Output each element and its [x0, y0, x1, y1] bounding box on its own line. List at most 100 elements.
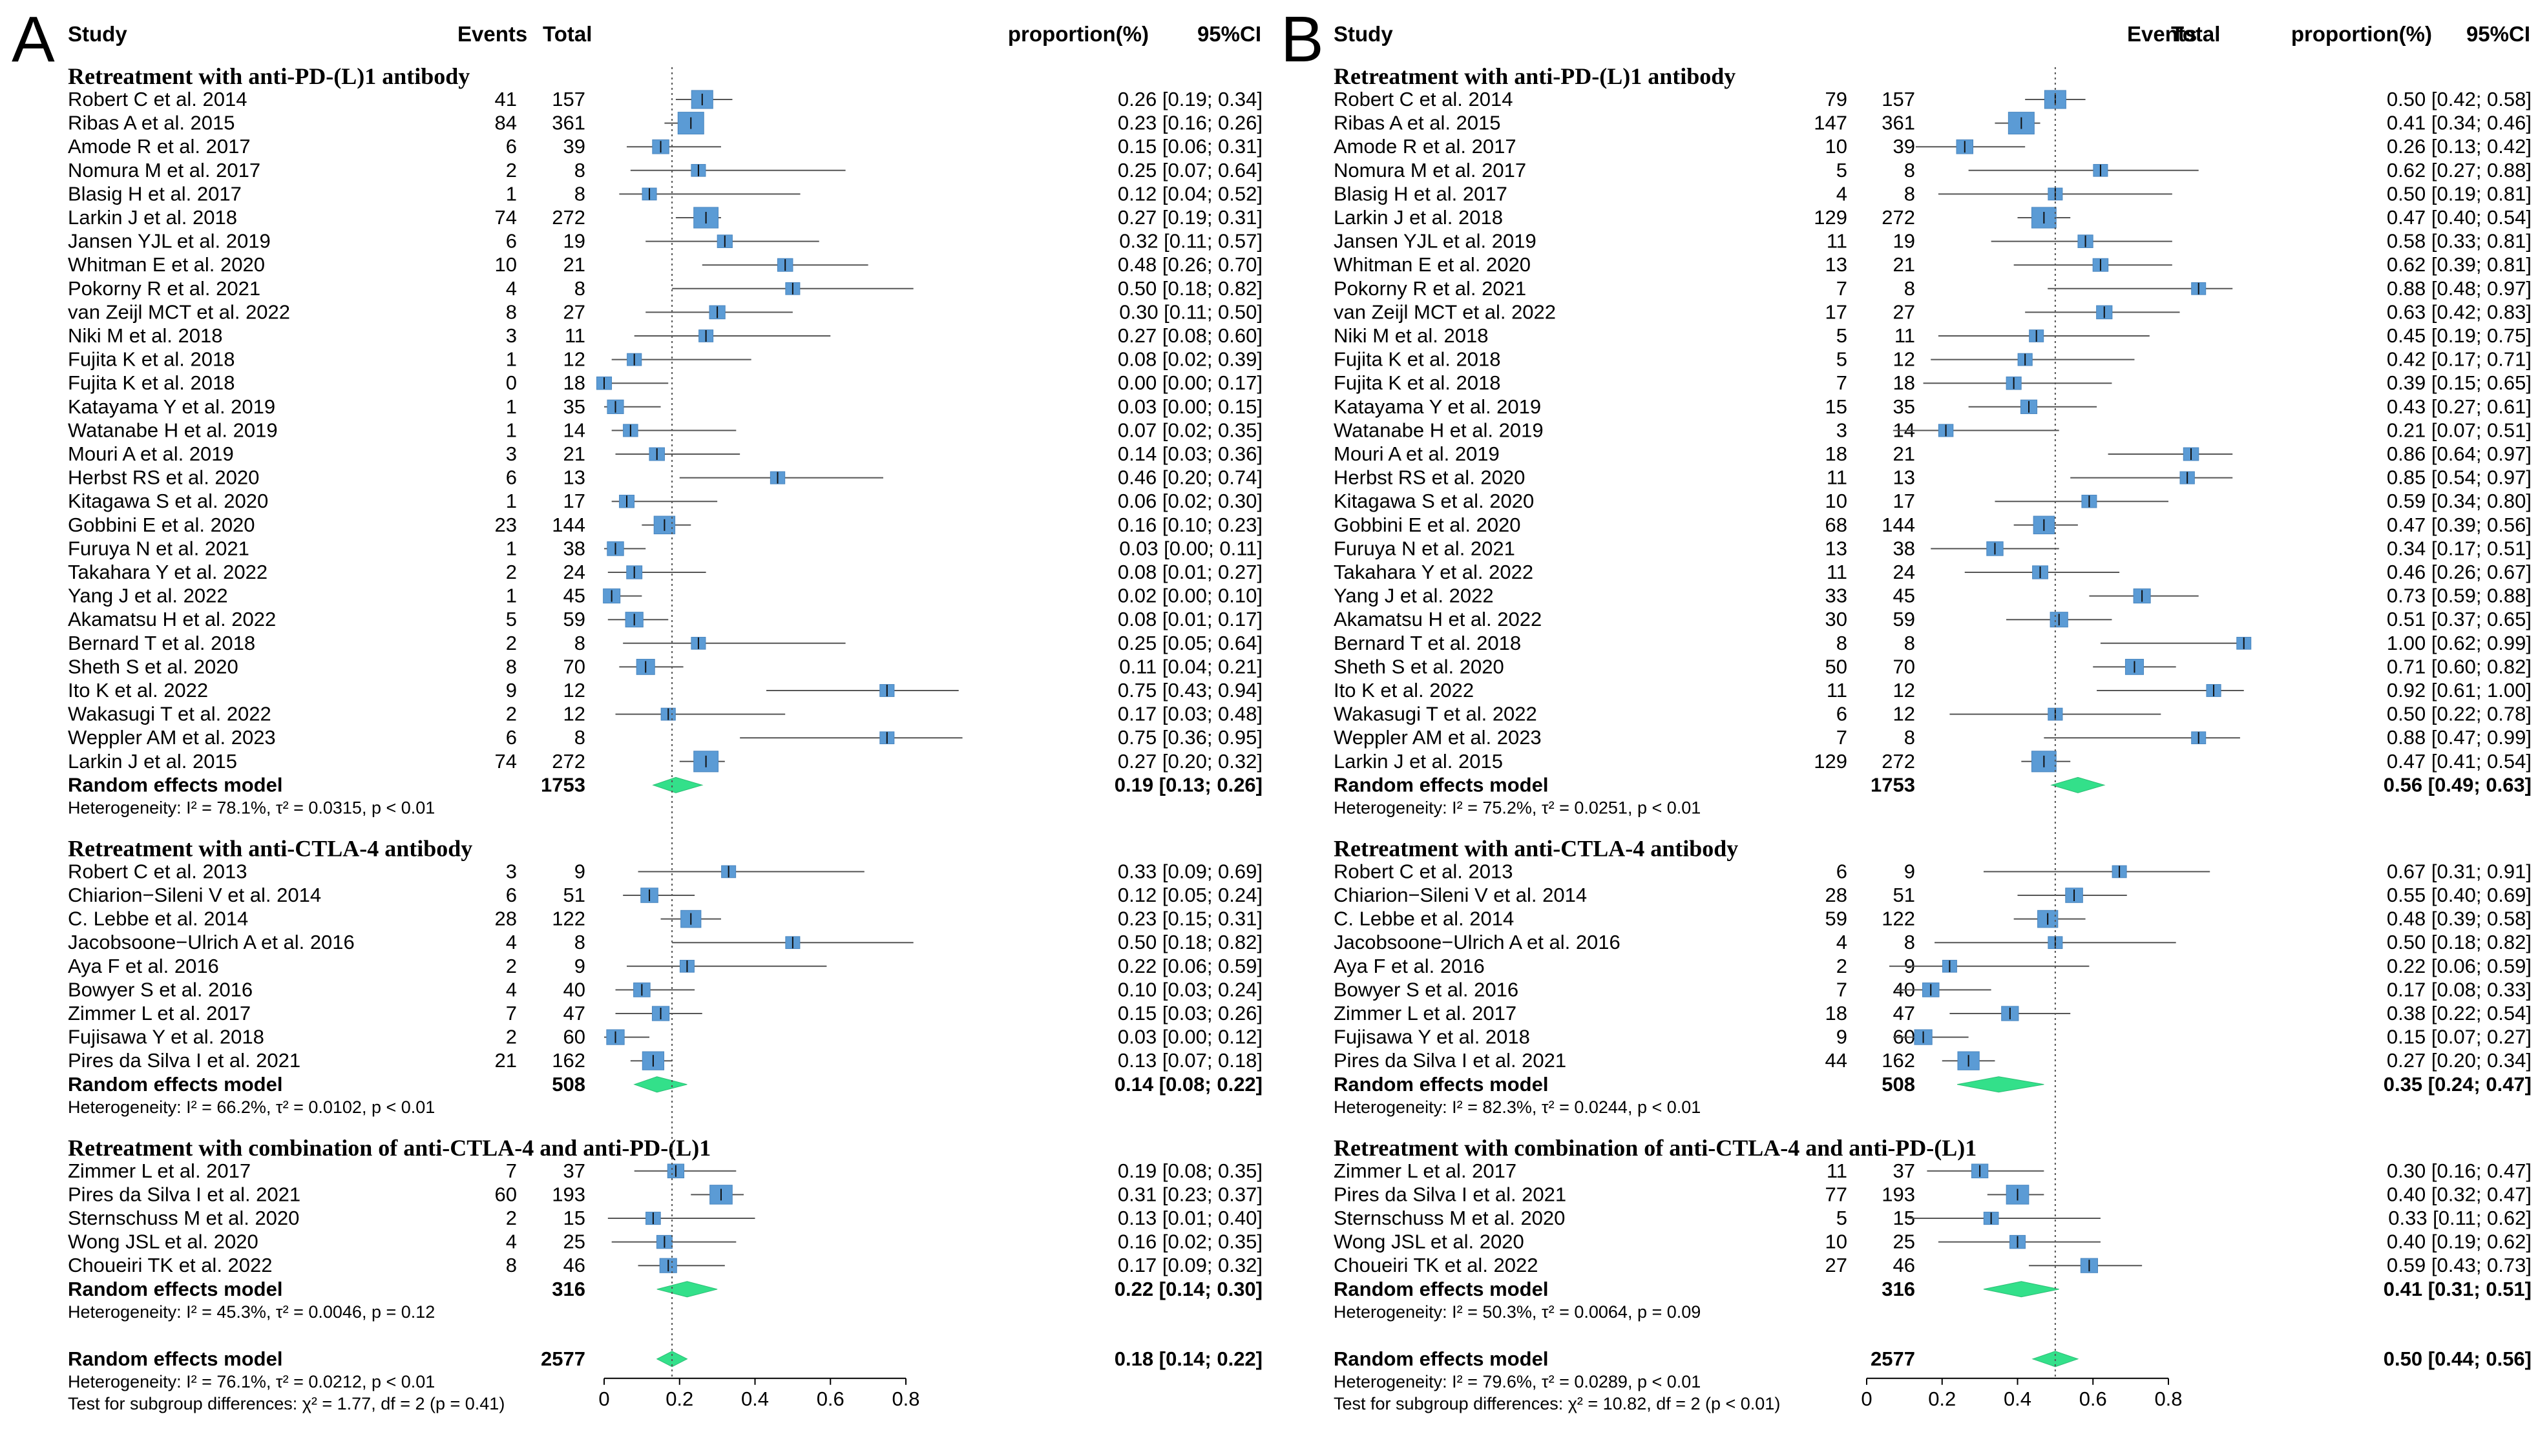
study-ci: 0.27 [0.20; 0.34] [2387, 1049, 2532, 1072]
pooled-total: 508 [552, 1073, 585, 1096]
study-ci: 0.15 [0.07; 0.27] [2387, 1026, 2532, 1048]
study-ci: 0.39 [0.15; 0.65] [2387, 371, 2532, 394]
study-events: 18 [1825, 1002, 1847, 1024]
study-total: 27 [563, 300, 585, 323]
study-total: 59 [1893, 608, 1915, 630]
study-ci: 0.30 [0.11; 0.50] [1119, 300, 1263, 323]
x-tick-label: 0.6 [817, 1388, 844, 1410]
study-name: Takahara Y et al. 2022 [68, 561, 267, 583]
study-ci: 0.43 [0.27; 0.61] [2387, 395, 2532, 418]
study-events: 41 [495, 88, 517, 110]
study-ci: 0.32 [0.11; 0.57] [1119, 230, 1263, 253]
study-name: Blasig H et al. 2017 [68, 182, 242, 205]
header-95ci: 95%CI [2466, 22, 2530, 46]
study-events: 2 [506, 703, 517, 725]
study-total: 60 [563, 1026, 585, 1048]
study-total: 21 [1893, 442, 1915, 465]
header-95ci: 95%CI [1197, 22, 1261, 46]
study-events: 77 [1825, 1183, 1847, 1205]
study-events: 11 [1827, 1160, 1847, 1182]
study-ci: 0.12 [0.05; 0.24] [1118, 884, 1263, 906]
study-events: 7 [1836, 978, 1847, 1001]
study-ci: 0.10 [0.03; 0.24] [1118, 978, 1263, 1001]
study-ci: 0.30 [0.16; 0.47] [2387, 1160, 2532, 1182]
study-total: 157 [552, 88, 585, 110]
study-total: 9 [574, 955, 585, 977]
study-events: 1 [506, 395, 517, 418]
study-events: 8 [506, 1254, 517, 1276]
study-events: 1 [506, 537, 517, 559]
study-total: 38 [1893, 537, 1915, 559]
study-name: Fujita K et al. 2018 [68, 371, 235, 394]
study-ci: 0.06 [0.02; 0.30] [1118, 490, 1263, 512]
study-name: Sternschuss M et al. 2020 [68, 1207, 299, 1229]
study-ci: 0.33 [0.11; 0.62] [2388, 1207, 2532, 1229]
study-ci: 0.75 [0.36; 0.95] [1118, 726, 1263, 749]
study-ci: 0.27 [0.19; 0.31] [1118, 206, 1263, 229]
study-events: 6 [506, 466, 517, 489]
study-total: 15 [563, 1207, 585, 1229]
subgroup-title: Retreatment with anti-PD-(L)1 antibody [68, 63, 470, 89]
subgroup-title: Retreatment with combination of anti-CTL… [1334, 1135, 1977, 1161]
study-events: 2 [506, 159, 517, 182]
study-events: 2 [506, 1026, 517, 1048]
study-events: 129 [1814, 750, 1847, 773]
study-events: 59 [1825, 908, 1847, 930]
study-ci: 0.13 [0.01; 0.40] [1118, 1207, 1263, 1229]
study-total: 8 [574, 632, 585, 654]
study-ci: 0.17 [0.08; 0.33] [2387, 978, 2532, 1001]
subgroup-title: Retreatment with anti-PD-(L)1 antibody [1334, 63, 1736, 89]
study-name: Wakasugi T et al. 2022 [1334, 703, 1537, 725]
study-events: 84 [495, 112, 517, 134]
study-name: Larkin J et al. 2015 [1334, 750, 1503, 773]
study-name: Choueiri TK et al. 2022 [68, 1254, 273, 1276]
study-total: 70 [1893, 655, 1915, 678]
study-ci: 0.51 [0.37; 0.65] [2387, 608, 2532, 630]
study-events: 60 [495, 1183, 517, 1205]
study-total: 12 [1893, 679, 1915, 702]
study-total: 122 [1882, 908, 1915, 930]
study-events: 10 [495, 253, 517, 276]
pooled-ci: 0.22 [0.14; 0.30] [1115, 1278, 1263, 1300]
study-ci: 0.73 [0.59; 0.88] [2387, 585, 2532, 607]
study-total: 21 [563, 253, 585, 276]
study-events: 9 [506, 679, 517, 702]
study-ci: 0.14 [0.03; 0.36] [1118, 442, 1263, 465]
x-tick-label: 0.4 [2004, 1388, 2031, 1410]
study-total: 8 [1904, 632, 1915, 654]
study-name: Larkin J et al. 2018 [1334, 206, 1503, 229]
study-ci: 0.08 [0.02; 0.39] [1118, 348, 1263, 371]
subgroup-test: Test for subgroup differences: χ² = 10.8… [1334, 1394, 1780, 1413]
study-ci: 0.50 [0.18; 0.82] [1118, 277, 1263, 300]
study-events: 5 [506, 608, 517, 630]
x-tick-label: 0.6 [2079, 1388, 2107, 1410]
study-total: 70 [563, 655, 585, 678]
study-total: 40 [563, 978, 585, 1001]
study-total: 19 [563, 230, 585, 253]
study-name: Robert C et al. 2013 [68, 860, 247, 882]
study-ci: 0.27 [0.08; 0.60] [1118, 324, 1263, 347]
study-total: 51 [1893, 884, 1915, 906]
pooled-ci: 0.56 [0.49; 0.63] [2384, 773, 2532, 796]
study-events: 5 [1836, 159, 1847, 182]
study-total: 51 [563, 884, 585, 906]
study-name: Sheth S et al. 2020 [1334, 655, 1504, 678]
study-ci: 0.38 [0.22; 0.54] [2387, 1002, 2532, 1024]
study-ci: 0.62 [0.27; 0.88] [2387, 159, 2532, 182]
study-events: 1 [506, 490, 517, 512]
pooled-ci: 0.14 [0.08; 0.22] [1115, 1073, 1263, 1096]
study-events: 3 [506, 324, 517, 347]
study-ci: 0.25 [0.07; 0.64] [1118, 159, 1263, 182]
x-tick-label: 0.8 [2154, 1388, 2182, 1410]
study-ci: 0.33 [0.09; 0.69] [1118, 860, 1263, 882]
study-name: Larkin J et al. 2015 [68, 750, 237, 773]
study-ci: 0.15 [0.03; 0.26] [1118, 1002, 1263, 1024]
pooled-label: Random effects model [1334, 1278, 1548, 1300]
study-name: Ito K et al. 2022 [1334, 679, 1474, 702]
study-total: 9 [1904, 860, 1915, 882]
study-name: Nomura M et al. 2017 [68, 159, 260, 182]
study-total: 11 [565, 324, 585, 347]
study-events: 4 [506, 277, 517, 300]
study-events: 17 [1825, 300, 1847, 323]
study-events: 13 [1825, 253, 1847, 276]
